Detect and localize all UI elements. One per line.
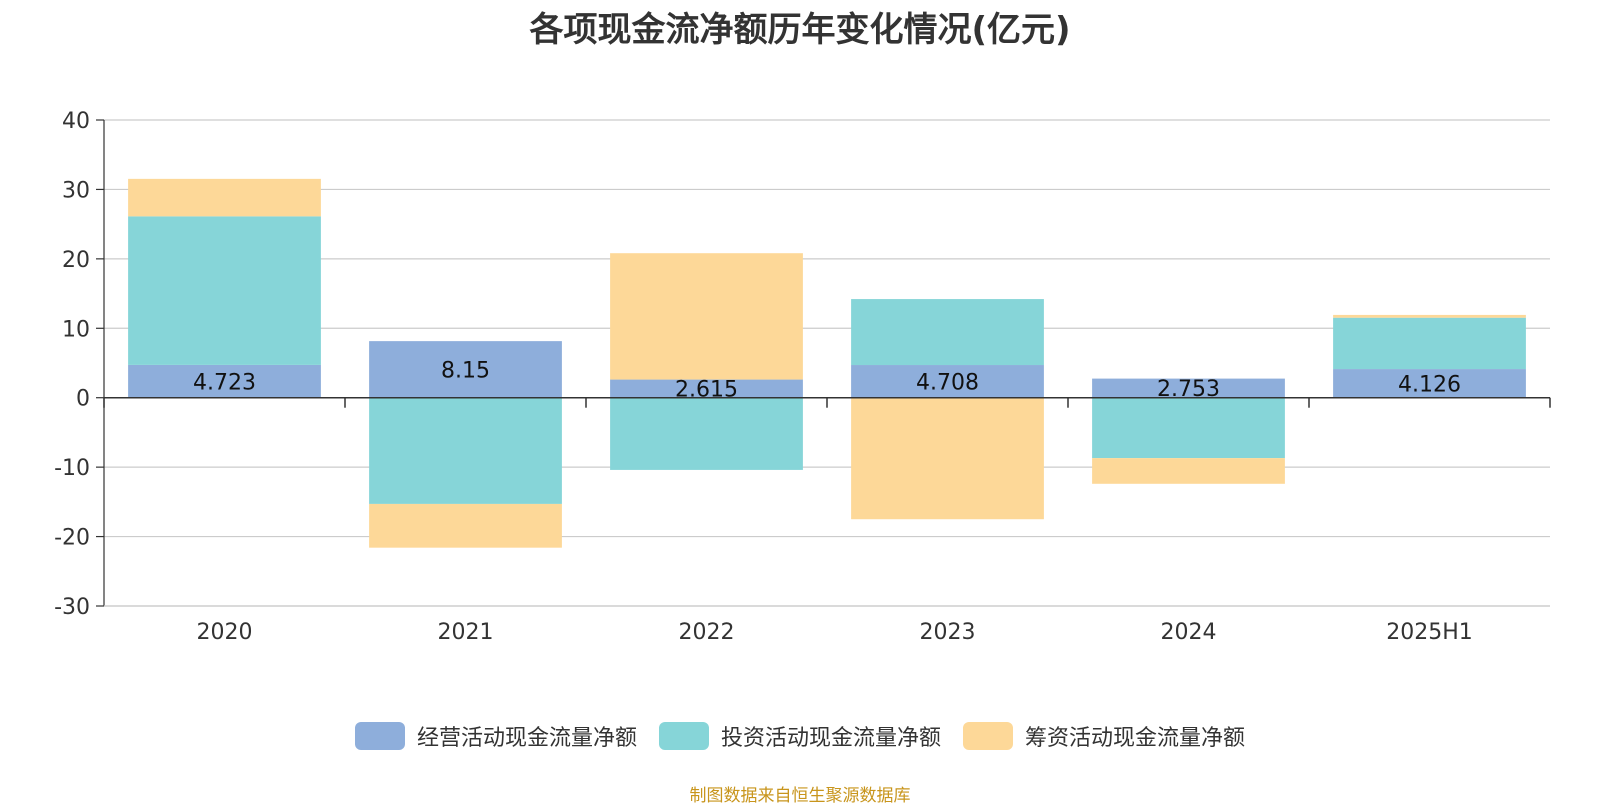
bar-series2-2020[interactable]	[128, 216, 321, 365]
legend-swatch	[963, 722, 1013, 750]
x-tick-label: 2024	[1161, 620, 1217, 645]
bar-series2-2023[interactable]	[851, 299, 1044, 366]
x-tick-label: 2021	[438, 620, 494, 645]
x-tick-label: 2025H1	[1386, 620, 1473, 645]
y-tick-label: 20	[62, 248, 90, 273]
bar-series2-2022[interactable]	[610, 397, 803, 470]
bar-series1-2023[interactable]	[851, 365, 1044, 398]
x-tick-label: 2023	[920, 620, 976, 645]
y-tick-label: -10	[54, 456, 90, 481]
bar-series1-2020[interactable]	[128, 364, 321, 398]
legend-swatch	[354, 722, 405, 750]
legend-label: 经营活动现金流量净额	[416, 726, 637, 751]
y-tick-label: -20	[54, 526, 90, 551]
y-tick-label: 10	[62, 317, 90, 342]
legend-label: 投资活动现金流量净额	[720, 726, 941, 751]
legend-item-series3[interactable]: 筹资活动现金流量净额	[963, 720, 1245, 752]
data-label: 4.723	[193, 370, 256, 395]
bar-series1-2021[interactable]	[369, 341, 562, 398]
bar-series1-2025H1[interactable]	[1333, 369, 1526, 398]
data-label: 2.615	[675, 378, 738, 403]
bar-series2-2024[interactable]	[1092, 397, 1285, 459]
bar-series1-2024[interactable]	[1092, 378, 1285, 398]
y-tick-label: -30	[54, 595, 90, 620]
bar-series3-2022[interactable]	[610, 253, 803, 380]
x-tick-label: 2022	[679, 620, 735, 645]
bar-series1-2022[interactable]	[610, 379, 803, 398]
data-label: 8.15	[441, 358, 490, 383]
source-note: 制图数据来自恒生聚源数据库	[689, 786, 911, 806]
bar-series3-2021[interactable]	[369, 503, 562, 548]
legend-label: 筹资活动现金流量净额	[1025, 726, 1246, 751]
legend-item-series2[interactable]: 投资活动现金流量净额	[658, 720, 941, 752]
y-tick-label: 30	[62, 178, 90, 203]
x-tick-label: 2020	[197, 620, 253, 645]
bar-series2-2025H1[interactable]	[1333, 317, 1526, 370]
legend-swatch	[658, 722, 709, 750]
bar-series3-2020[interactable]	[128, 178, 321, 217]
data-label: 2.753	[1157, 377, 1220, 402]
y-tick-label: 0	[76, 387, 90, 412]
data-label: 4.126	[1398, 372, 1461, 397]
bar-series2-2021[interactable]	[369, 397, 562, 504]
legend: 经营活动现金流量净额 投资活动现金流量净额 筹资活动现金流量净额	[0, 720, 1600, 752]
bar-series3-2024[interactable]	[1092, 458, 1285, 484]
bar-series3-2025H1[interactable]	[1333, 314, 1526, 318]
chart-title: 各项现金流净额历年变化情况(亿元)	[529, 10, 1071, 50]
legend-item-series1[interactable]: 经营活动现金流量净额	[354, 720, 637, 752]
bar-series3-2023[interactable]	[851, 397, 1044, 520]
data-label: 4.708	[916, 370, 979, 395]
y-tick-label: 40	[62, 109, 90, 134]
